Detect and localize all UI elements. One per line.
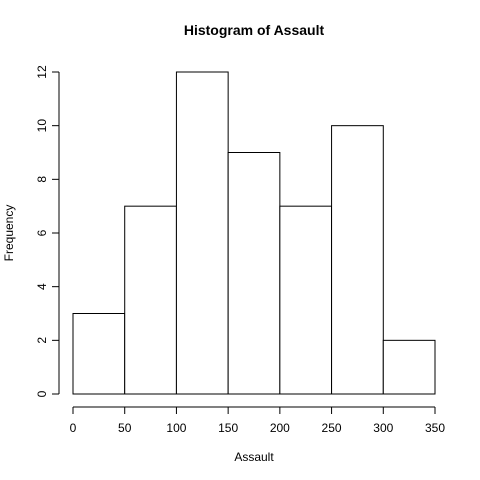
y-tick-label: 4 [35,283,49,290]
histogram-bars [72,71,436,395]
histogram-bar-3 [227,152,281,395]
histogram-bar-4 [279,205,333,395]
y-tick-label: 8 [35,176,49,183]
x-tick-label: 100 [166,421,186,435]
y-tick-label: 12 [35,65,49,79]
y-tick-label: 10 [35,119,49,133]
histogram-bar-6 [382,339,436,395]
histogram-bar-5 [331,125,384,395]
y-tick-label: 2 [35,337,49,344]
histogram-bar-1 [124,205,177,395]
x-tick-label: 200 [270,421,290,435]
histogram-bar-0 [72,313,126,395]
histogram-bar-2 [175,71,229,395]
x-tick-label: 350 [425,421,445,435]
x-axis: 0 50 100 150 200 250 300 350 [70,406,445,435]
chart-title: Histogram of Assault [184,22,325,38]
y-tick-label: 6 [35,229,49,236]
x-tick-label: 0 [70,421,77,435]
x-tick-label: 250 [322,421,342,435]
y-axis-label: Frequency [2,205,16,262]
y-axis: 0 2 4 6 8 10 12 [35,65,60,397]
y-tick-label: 0 [35,390,49,397]
x-tick-label: 50 [118,421,132,435]
x-tick-label: 150 [218,421,238,435]
x-axis-label: Assault [234,450,274,464]
x-tick-label: 300 [373,421,393,435]
